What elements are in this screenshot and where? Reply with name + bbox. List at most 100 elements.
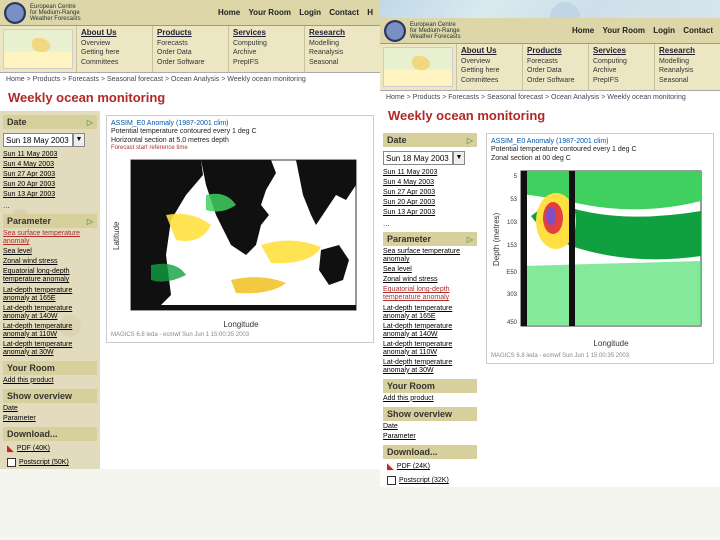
date-link[interactable]: Sun 27 Apr 2003: [3, 171, 97, 179]
date-link[interactable]: Sun 13 Apr 2003: [3, 191, 97, 199]
date-dropdown-button[interactable]: ▼: [73, 133, 85, 147]
sidebar: Date ▷ ▼ Sun 11 May 2003 Sun 4 May 2003 S…: [0, 111, 100, 469]
logo-icon: [4, 2, 26, 24]
download-pdf[interactable]: ◣PDF (24K): [383, 459, 477, 474]
nav-login[interactable]: Login: [653, 26, 675, 35]
section-overview: Show overview: [3, 389, 97, 403]
date-link[interactable]: Sun 20 Apr 2003: [3, 181, 97, 189]
param-link[interactable]: Lat-depth temperature anomaly at 165E: [3, 287, 97, 303]
panel-left: European Centrefor Medium-RangeWeather F…: [0, 0, 380, 469]
param-link[interactable]: Sea level: [3, 248, 97, 256]
param-link[interactable]: Sea surface temperature anomaly: [383, 248, 477, 264]
date-link[interactable]: Sun 13 Apr 2003: [383, 209, 477, 217]
chart-caption: MAGICS 6.8 leda - ecmwf Sun Jun 1 15:00:…: [111, 332, 369, 338]
chevron-icon[interactable]: ▷: [467, 235, 473, 244]
nav-room[interactable]: Your Room: [602, 26, 645, 35]
nav-login[interactable]: Login: [299, 8, 321, 17]
section-your-room: Your Room: [3, 361, 97, 375]
date-link[interactable]: Sun 27 Apr 2003: [383, 189, 477, 197]
breadcrumb: Home > Products > Forecasts > Seasonal f…: [380, 91, 720, 104]
more-dates[interactable]: ...: [3, 201, 97, 210]
ps-icon: [387, 476, 396, 485]
chevron-icon[interactable]: ▷: [87, 217, 93, 226]
param-link[interactable]: Lat-depth temperature anomaly at 140W: [383, 323, 477, 339]
param-link[interactable]: Lat-depth temperature anomaly at 140W: [3, 305, 97, 321]
svg-text:Depth (metres): Depth (metres): [492, 212, 501, 266]
logo-icon: [384, 20, 406, 42]
pdf-icon: ◣: [7, 443, 14, 454]
menu-research[interactable]: Research ModellingReanalysisSeasonal: [304, 26, 380, 72]
menu-products[interactable]: Products ForecastsOrder DataOrder Softwa…: [522, 44, 588, 90]
download-pdf[interactable]: ◣PDF (40K): [3, 441, 97, 456]
date-link[interactable]: Sun 20 Apr 2003: [383, 199, 477, 207]
date-input[interactable]: [3, 133, 73, 147]
svg-text:Longitude: Longitude: [593, 339, 629, 348]
svg-text:Latitude: Latitude: [112, 221, 121, 250]
svg-text:5: 5: [514, 174, 518, 180]
menu-about[interactable]: About Us OverviewGetting hereCommittees: [76, 26, 152, 72]
menu-services[interactable]: Services ComputingArchivePrepIFS: [228, 26, 304, 72]
date-link[interactable]: Sun 4 May 2003: [3, 161, 97, 169]
region-map-icon: [383, 47, 453, 87]
depth-chart: Depth (metres) 5 53 103 153 E50 303 450: [491, 166, 706, 351]
param-link[interactable]: Lat-depth temperature anomaly at 110W: [3, 323, 97, 339]
top-nav: Home Your Room Login Contact H: [215, 8, 380, 17]
svg-text:Longitude: Longitude: [223, 320, 259, 329]
menu-products[interactable]: Products ForecastsOrder DataOrder Softwa…: [152, 26, 228, 72]
date-input[interactable]: [383, 151, 453, 165]
param-link[interactable]: Lat-depth temperature anomaly at 30W: [383, 359, 477, 375]
download-ps[interactable]: Postscript (50K): [3, 456, 97, 469]
chart-area-right: ASSIM_E0 Anomaly (1987-2001 clim) Potent…: [480, 129, 720, 487]
nav-contact[interactable]: Contact: [329, 8, 359, 17]
add-product-link[interactable]: Add this product: [3, 377, 97, 385]
svg-text:E50: E50: [506, 270, 517, 276]
menubar: About Us OverviewGetting hereCommittees …: [0, 26, 380, 73]
panel-right: European Centrefor Medium-RangeWeather F…: [380, 18, 720, 487]
param-link[interactable]: Zonal wind stress: [3, 258, 97, 266]
overview-link[interactable]: Parameter: [383, 433, 477, 441]
chart-meta: ASSIM_E0 Anomaly (1987-2001 clim) Potent…: [491, 138, 709, 163]
param-link[interactable]: Lat-depth temperature anomaly at 110W: [383, 341, 477, 357]
map-chart: Latitude Longitude: [111, 155, 361, 330]
org-name: European Centrefor Medium-RangeWeather F…: [30, 3, 81, 23]
param-link[interactable]: Lat-depth temperature anomaly at 30W: [3, 341, 97, 357]
nav-home[interactable]: Home: [572, 26, 594, 35]
param-link[interactable]: Lat-depth temperature anomaly at 165E: [383, 305, 477, 321]
svg-text:53: 53: [510, 197, 517, 203]
nav-help[interactable]: H: [367, 8, 373, 17]
date-link[interactable]: Sun 4 May 2003: [383, 179, 477, 187]
overview-link[interactable]: Date: [383, 423, 477, 431]
svg-text:153: 153: [507, 243, 518, 249]
section-parameter: Parameter▷: [383, 232, 477, 246]
nav-home[interactable]: Home: [218, 8, 240, 17]
more-dates[interactable]: ...: [383, 219, 477, 228]
param-link[interactable]: Sea level: [383, 266, 477, 274]
param-link[interactable]: Zonal wind stress: [383, 276, 477, 284]
region-map-icon: [3, 29, 73, 69]
download-ps[interactable]: Postscript (32K): [383, 474, 477, 487]
page-title: Weekly ocean monitoring: [0, 86, 380, 111]
param-link[interactable]: Equatorial long-depth temperature anomal…: [383, 286, 477, 302]
menu-research[interactable]: Research ModellingReanalysisSeasonal: [654, 44, 720, 90]
section-download: Download...: [3, 427, 97, 441]
menu-about[interactable]: About Us OverviewGetting hereCommittees: [456, 44, 522, 90]
org-name: European Centrefor Medium-RangeWeather F…: [410, 21, 461, 41]
date-dropdown-button[interactable]: ▼: [453, 151, 465, 165]
chevron-icon[interactable]: ▷: [467, 136, 473, 145]
overview-link[interactable]: Parameter: [3, 415, 97, 423]
param-link[interactable]: Equatorial long-depth temperature anomal…: [3, 268, 97, 284]
topbar: European Centrefor Medium-RangeWeather F…: [0, 0, 380, 26]
date-link[interactable]: Sun 11 May 2003: [3, 151, 97, 159]
page-title: Weekly ocean monitoring: [380, 104, 720, 129]
chart-meta: ASSIM_E0 Anomaly (1987-2001 clim) Potent…: [111, 120, 369, 152]
topbar: European Centrefor Medium-RangeWeather F…: [380, 18, 720, 44]
overview-link[interactable]: Date: [3, 405, 97, 413]
add-product-link[interactable]: Add this product: [383, 395, 477, 403]
menu-services[interactable]: Services ComputingArchivePrepIFS: [588, 44, 654, 90]
nav-contact[interactable]: Contact: [683, 26, 713, 35]
param-link[interactable]: Sea surface temperature anomaly: [3, 230, 97, 246]
section-overview: Show overview: [383, 407, 477, 421]
chevron-icon[interactable]: ▷: [87, 118, 93, 127]
nav-room[interactable]: Your Room: [248, 8, 291, 17]
date-link[interactable]: Sun 11 May 2003: [383, 169, 477, 177]
